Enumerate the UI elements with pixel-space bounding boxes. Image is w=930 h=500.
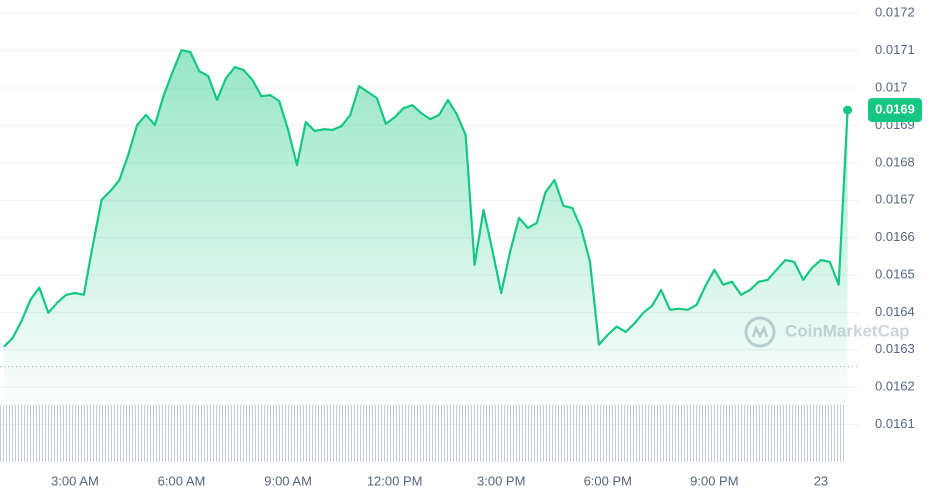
area: [3, 50, 848, 462]
x-tick-label: 12:00 PM: [367, 473, 423, 488]
x-tick-label: 9:00 AM: [264, 473, 312, 488]
y-tick-label: 0.0171: [875, 42, 915, 57]
y-tick-label: 0.0166: [875, 229, 915, 244]
x-tick-label: 9:00 PM: [690, 473, 738, 488]
price-tag-bg: [868, 98, 922, 123]
x-tick-label: 23: [814, 473, 828, 488]
y-tick-label: 0.0164: [875, 304, 915, 319]
x-tick-label: 3:00 AM: [51, 473, 99, 488]
y-tick-label: 0.0163: [875, 341, 915, 356]
last-point: [843, 105, 853, 115]
y-tick-label: 0.0161: [875, 416, 915, 431]
y-tick-label: 0.0168: [875, 154, 915, 169]
x-tick-label: 3:00 PM: [477, 473, 525, 488]
y-tick-label: 0.0165: [875, 266, 915, 281]
y-tick-label: 0.0167: [875, 192, 915, 207]
y-tick-label: 0.0172: [875, 5, 915, 20]
x-tick-label: 6:00 AM: [158, 473, 206, 488]
price-line: [3, 49, 849, 348]
x-tick-label: 6:00 PM: [584, 473, 632, 488]
y-tick-label: 0.017: [875, 79, 908, 94]
price-tag: 0.0169: [875, 102, 915, 117]
y-tick-label: 0.0162: [875, 379, 915, 394]
